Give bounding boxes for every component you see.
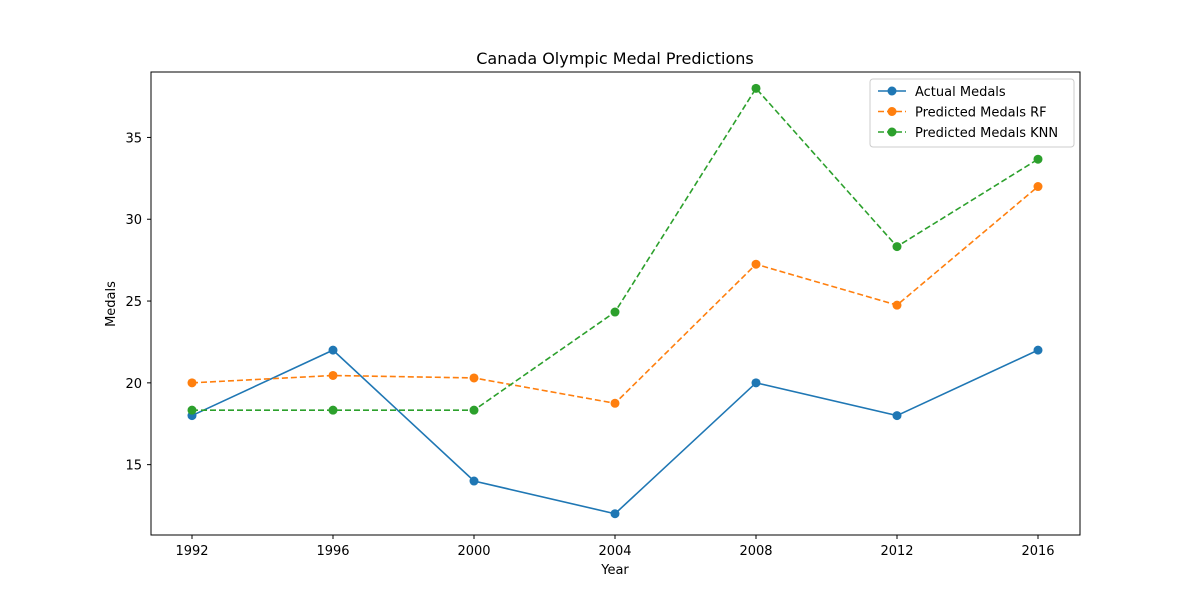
plot-area: 1992 1996 2000 2004 2008 2012 2016 15 20 25 30 35 (125, 71, 1081, 559)
series-2-point (328, 370, 338, 380)
legend-marker-3 (887, 127, 897, 137)
legend-label-1: Actual Medals (915, 85, 1006, 100)
x-tick-label: 1996 (316, 544, 349, 559)
x-tick-label: 2008 (739, 544, 772, 559)
y-tick-label: 15 (125, 459, 142, 474)
series-1-point (469, 476, 479, 486)
x-tick-label: 2000 (457, 544, 490, 559)
series-3-point (187, 405, 197, 415)
legend-marker-2 (887, 107, 897, 116)
series-1-point (751, 378, 761, 388)
series-3-point (610, 307, 620, 317)
series-2-point (469, 373, 479, 383)
x-tick-label: 1992 (175, 544, 208, 559)
x-tick-label: 2004 (598, 544, 631, 559)
series-2-point (892, 300, 902, 310)
series-1-point (1033, 345, 1043, 355)
series-2-point (187, 378, 197, 388)
y-tick-label: 35 (125, 131, 142, 146)
series-3-point (751, 83, 761, 93)
series-3-point (328, 405, 338, 415)
x-axis-label: Year (600, 563, 629, 578)
series-2-point (751, 259, 761, 269)
y-tick-label: 25 (125, 295, 142, 310)
series-2-point (610, 398, 620, 408)
legend-box (869, 78, 1075, 148)
series-1-point (610, 509, 620, 519)
y-tick-label: 20 (125, 377, 142, 392)
series-3-point (1033, 154, 1043, 164)
series-1-point (328, 345, 338, 355)
legend: Actual Medals Predicted Medals RF Predicte… (869, 78, 1075, 148)
chart-title: Canada Olympic Medal Predictions (476, 49, 754, 68)
y-axis-label: Medals (104, 281, 119, 327)
x-tick-label: 2016 (1021, 544, 1054, 559)
legend-label-3: Predicted Medals KNN (915, 126, 1058, 141)
series-3-point (469, 405, 479, 415)
series-3-point (892, 242, 902, 252)
series-1-point (892, 411, 902, 421)
legend-marker-1 (887, 86, 897, 96)
y-tick-label: 30 (125, 213, 142, 228)
series-2-point (1033, 182, 1043, 192)
legend-label-2: Predicted Medals RF (915, 106, 1047, 121)
x-tick-label: 2012 (880, 544, 913, 559)
